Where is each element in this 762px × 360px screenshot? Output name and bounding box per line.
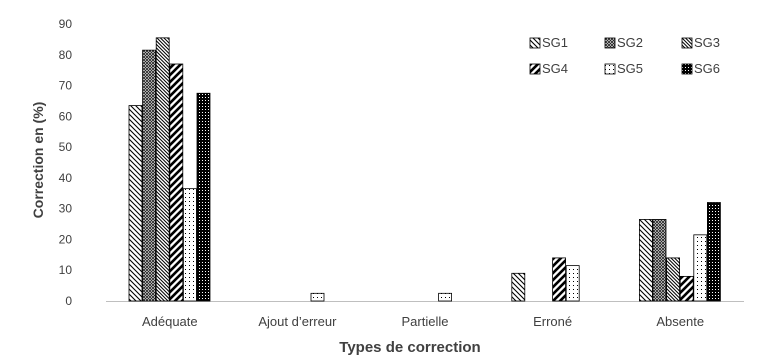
y-tick-label: 70 bbox=[59, 79, 73, 93]
x-tick-label: Erroné bbox=[533, 314, 572, 329]
bar-sg1 bbox=[639, 219, 653, 302]
bar-sg2 bbox=[652, 219, 667, 302]
x-tick-label: Absente bbox=[656, 314, 704, 329]
legend-label-sg6: SG6 bbox=[694, 61, 720, 76]
legend-swatch-sg1 bbox=[529, 37, 541, 49]
x-tick-label: Partielle bbox=[402, 314, 449, 329]
y-tick-label: 50 bbox=[59, 140, 73, 154]
bar-sg5 bbox=[310, 292, 325, 302]
legend-swatch-sg3 bbox=[681, 37, 693, 49]
legend-label-sg1: SG1 bbox=[542, 35, 568, 50]
x-axis-title: Types de correction bbox=[339, 339, 480, 355]
bar-sg4 bbox=[679, 275, 694, 302]
legend-label-sg3: SG3 bbox=[694, 35, 720, 50]
bar-sg4 bbox=[552, 257, 566, 302]
x-tick-label: Adéquate bbox=[142, 314, 198, 329]
x-axis: Adéquate Ajout d’erreur Partielle Erroné Abs… bbox=[106, 301, 744, 329]
legend: SG1 SG2 SG3 SG4 SG5 SG6 bbox=[529, 35, 720, 76]
legend-swatch-sg5 bbox=[604, 63, 616, 75]
x-tick-label: Ajout d’erreur bbox=[258, 314, 337, 329]
legend-label-sg4: SG4 bbox=[542, 61, 568, 76]
y-tick-label: 60 bbox=[59, 109, 73, 123]
bar-sg6 bbox=[196, 92, 211, 302]
y-axis-title: Correction en (%) bbox=[30, 102, 46, 219]
y-tick-label: 30 bbox=[59, 202, 73, 216]
legend-label-sg5: SG5 bbox=[617, 61, 643, 76]
legend-swatch-sg2 bbox=[604, 37, 616, 49]
legend-label-sg2: SG2 bbox=[617, 35, 643, 50]
y-tick-label: 90 bbox=[59, 17, 73, 31]
bars bbox=[128, 37, 721, 302]
bar-sg1 bbox=[511, 272, 526, 302]
bar-sg6 bbox=[707, 202, 721, 302]
bar-sg5 bbox=[438, 292, 453, 302]
bar-sg1 bbox=[128, 105, 143, 302]
y-tick-label: 20 bbox=[59, 232, 73, 246]
bar-sg5 bbox=[565, 265, 580, 302]
bar-sg5 bbox=[182, 188, 197, 302]
bar-sg3 bbox=[666, 257, 680, 302]
y-axis: 0 10 20 30 40 50 60 70 80 90 bbox=[59, 17, 73, 308]
y-tick-label: 0 bbox=[65, 294, 72, 308]
y-tick-label: 40 bbox=[59, 171, 73, 185]
legend-swatch-sg4 bbox=[529, 63, 541, 75]
bar-sg2 bbox=[142, 49, 157, 302]
bar-sg5 bbox=[693, 234, 708, 302]
legend-swatch-sg6 bbox=[681, 63, 693, 75]
y-tick-label: 80 bbox=[59, 48, 73, 62]
y-tick-label: 10 bbox=[59, 263, 73, 277]
bar-sg4 bbox=[169, 63, 184, 302]
bar-sg3 bbox=[155, 37, 170, 302]
